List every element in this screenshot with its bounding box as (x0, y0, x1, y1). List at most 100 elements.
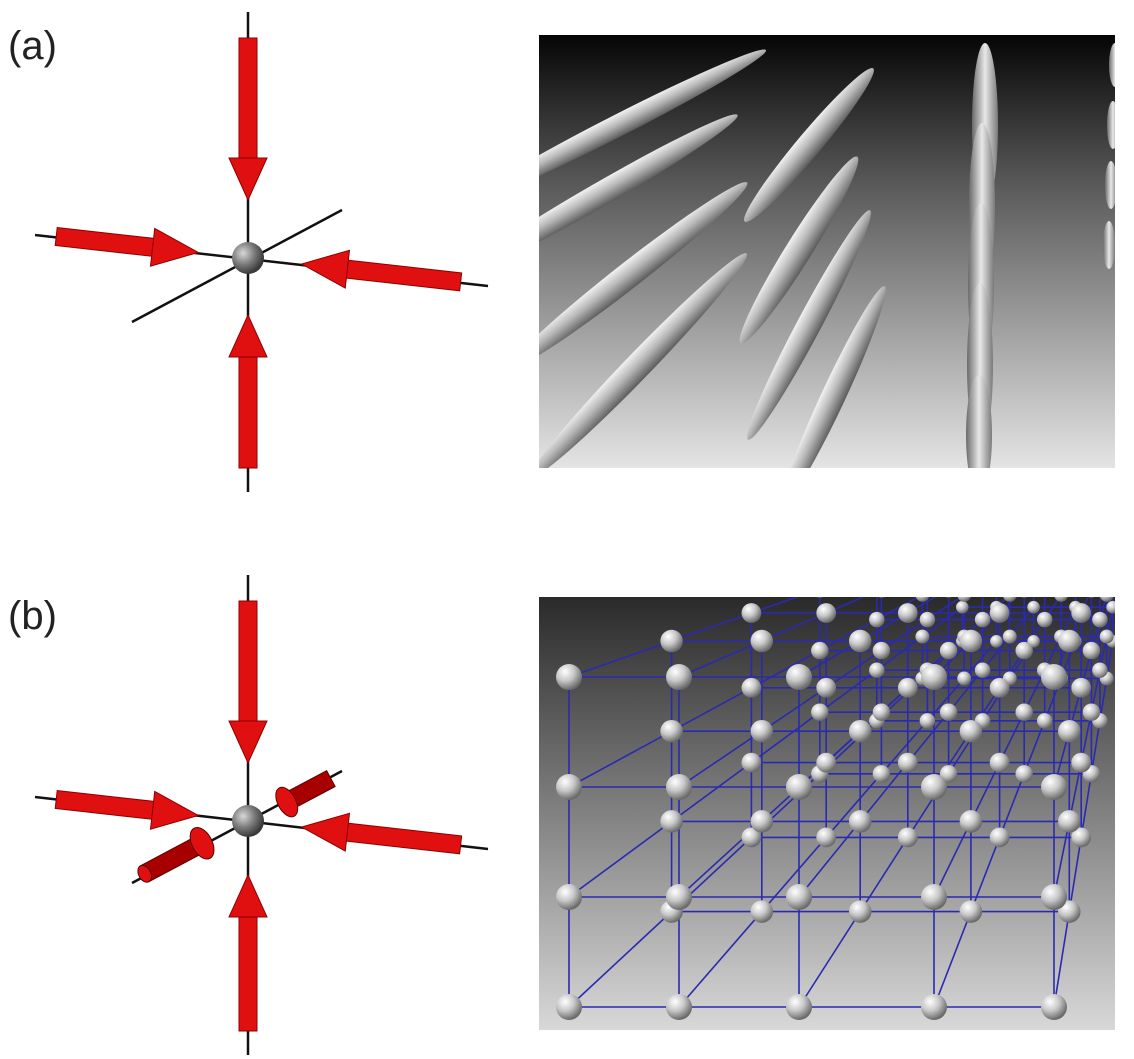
lattice-sphere (811, 703, 829, 721)
lattice-sphere (1015, 641, 1033, 660)
axes-diagram-a (34, 12, 489, 492)
lattice-sphere (1071, 603, 1092, 623)
lattice-sphere (877, 597, 885, 598)
arrow-right-left (54, 789, 200, 830)
lattice-sphere (897, 827, 918, 848)
lattice-sphere (816, 603, 837, 623)
lattice-sphere (1071, 677, 1092, 698)
lattice-sphere (786, 664, 812, 690)
lattice-sphere (1058, 810, 1081, 833)
lattice-sphere (915, 629, 930, 644)
lattice-sphere (1027, 600, 1040, 614)
lattice-sphere (915, 597, 929, 602)
lattice-sphere (957, 671, 972, 686)
arrow-up-bottom (228, 873, 268, 1032)
lattice-sphere (1036, 611, 1053, 628)
lattice-sphere (848, 810, 872, 833)
lattice-sphere (1003, 597, 1017, 602)
lattice-sphere (660, 810, 683, 833)
arrow-diagonal-front (137, 827, 215, 883)
arrow-down-top (228, 37, 268, 202)
lattice-sphere (811, 641, 829, 660)
lattice-sphere (660, 629, 683, 653)
lattice-sphere (1087, 597, 1095, 598)
lattice-line (798, 640, 1035, 1008)
lattice-sphere (1015, 703, 1033, 721)
lattice-sphere (897, 677, 918, 698)
lattice-sphere (921, 884, 947, 910)
lattice-sphere (872, 703, 891, 721)
lattice-sphere (872, 641, 891, 660)
lattice-sphere (666, 664, 692, 690)
lattice-sphere (939, 641, 958, 660)
lattice-sphere (989, 827, 1010, 848)
lattice-line (933, 606, 1077, 898)
lattice-sphere (959, 810, 983, 833)
lattice-sphere (750, 810, 774, 833)
lattice-sphere (556, 774, 582, 800)
lattice-sphere (660, 719, 683, 743)
lattice-sphere (956, 600, 969, 614)
lattice-sphere (1092, 662, 1108, 678)
lattice-sphere (1002, 629, 1017, 644)
axes-diagram-b (34, 575, 489, 1055)
lattice-sphere (741, 827, 762, 848)
lattice-sphere (919, 713, 936, 729)
lattice-sphere (816, 827, 837, 848)
lattice-sphere (1041, 994, 1067, 1020)
lattice-sphere (921, 664, 947, 690)
lattice-line (678, 640, 998, 1008)
lattice-sphere (750, 629, 774, 653)
lattice-sphere (1041, 664, 1067, 690)
lattice-sphere (959, 900, 983, 923)
edge-needles (1103, 43, 1115, 269)
lattice-sphere (939, 765, 958, 783)
needle-shapes (539, 49, 886, 468)
needle-render-a (539, 35, 1115, 468)
lattice-sphere (1082, 703, 1101, 721)
lattice-sphere (666, 884, 692, 910)
lattice-line (933, 641, 1077, 1008)
lattice-sphere (666, 774, 692, 800)
lattice-sphere (786, 884, 812, 910)
lattice-sphere (848, 719, 872, 743)
lattice-line (568, 597, 921, 788)
lattice-sphere (921, 994, 947, 1020)
arrow-left-right (300, 249, 463, 292)
lattice-sphere (1106, 600, 1115, 614)
lattice-sphere (1071, 827, 1092, 848)
central-sphere (232, 242, 264, 274)
lattice-sphere (786, 774, 812, 800)
lattice-sphere (1071, 752, 1092, 773)
lattice-sphere (741, 603, 762, 623)
arrow-down-top (228, 600, 268, 765)
lattice-sphere (741, 752, 762, 773)
lattice-sphere (989, 677, 1010, 698)
lattice-sphere (959, 719, 983, 743)
lattice-sphere (1054, 597, 1068, 602)
lattice-sphere (1041, 774, 1067, 800)
lattice-sphere (919, 611, 936, 628)
lattice-line (678, 597, 866, 678)
lattice-sphere (989, 603, 1010, 623)
lattice-render-b (539, 597, 1115, 1030)
lattice-sphere (556, 994, 582, 1020)
lattice-sphere (556, 664, 582, 690)
lattice-sphere (1041, 884, 1067, 910)
lattice-sphere (945, 597, 953, 598)
lattice-sphere (989, 752, 1010, 773)
vertical-needle-stack (966, 43, 998, 468)
lattice-sphere (1099, 629, 1114, 644)
lattice-sphere (1082, 641, 1101, 660)
lattice-sphere (921, 774, 947, 800)
lattice-sphere (869, 662, 885, 678)
lattice-sphere (974, 662, 991, 678)
lattice-sphere (1100, 597, 1114, 602)
lattice-sphere (1058, 629, 1081, 653)
lattice-sphere (1036, 713, 1053, 729)
lattice-sphere (872, 765, 891, 783)
lattice-sphere (939, 703, 958, 721)
lattice-sphere (750, 719, 774, 743)
lattice-sphere (1015, 765, 1033, 783)
panel-label-a: (a) (8, 24, 57, 68)
